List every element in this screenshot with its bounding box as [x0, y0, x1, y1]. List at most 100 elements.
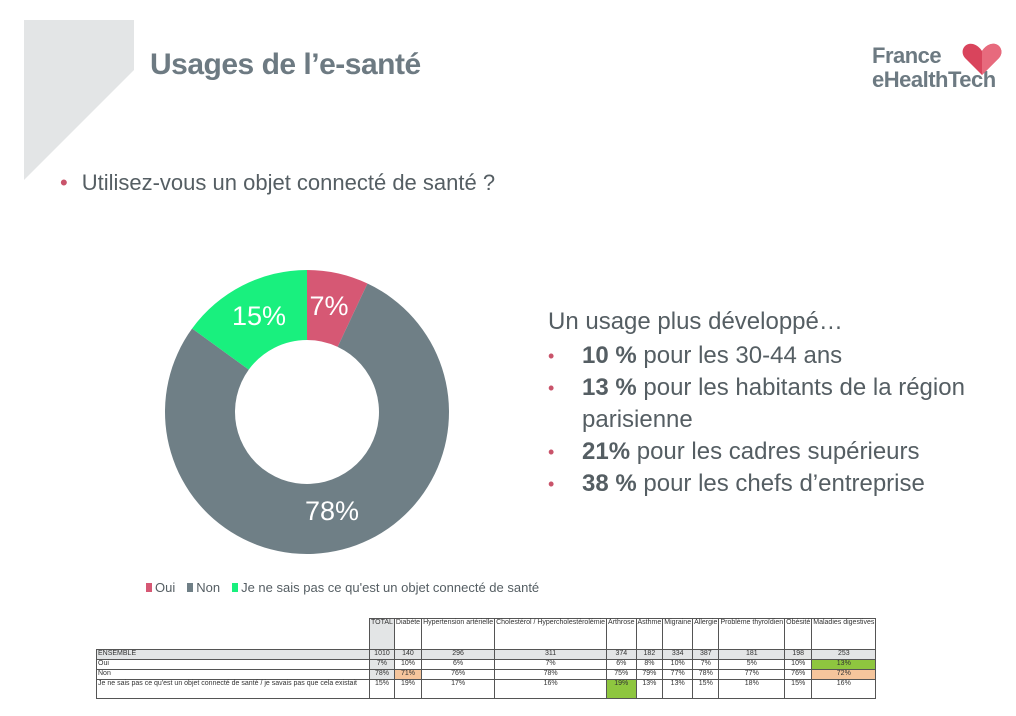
table-cell: 13% [811, 659, 877, 670]
donut-slice-non [164, 283, 449, 554]
table-header: Maladies digestives [811, 618, 877, 650]
table-cell: 77% [718, 669, 786, 680]
legend-swatch [187, 583, 194, 592]
insight-value: 21% [582, 438, 631, 465]
table-cell: 7% [369, 659, 395, 670]
legend-label: Oui [155, 580, 176, 595]
table-cell: 79% [635, 669, 664, 680]
heart-icon [962, 43, 1002, 75]
table-cell: 8% [635, 659, 664, 670]
table-cell: 76% [784, 669, 813, 680]
table-row: Non 78% 71% 76% 78% 75% 79% 77% 78% 77% … [96, 669, 877, 680]
donut-label: 78% [305, 496, 359, 526]
logo-line2: eHealthTech [872, 67, 996, 92]
table-header: Problème thyroïdien [718, 618, 786, 650]
table-cell: 19% [606, 679, 637, 699]
table-cell: 18% [718, 679, 786, 699]
bullet: • [60, 170, 68, 195]
legend-swatch [146, 583, 152, 592]
table-row: ENSEMBLE 1010 140 296 311 374 182 334 38… [96, 649, 877, 660]
chart-legend: Oui Non Je ne sais pas ce qu'est un obje… [146, 580, 539, 595]
breakdown-table: TOTAL Diabète Hypertension artérielle Ch… [96, 618, 877, 699]
legend-item-ne-sais-pas: Je ne sais pas ce qu'est un objet connec… [232, 580, 539, 595]
table-cell: 198 [784, 649, 813, 660]
row-label: Oui [96, 659, 370, 670]
insight-text: pour les cadres supérieurs [630, 438, 920, 465]
donut-slice-oui [307, 270, 368, 347]
table-cell: 75% [606, 669, 637, 680]
table-header: Cholestérol / Hypercholestérolémie [494, 618, 608, 650]
table-header: Asthme [635, 618, 664, 650]
table-cell: 10% [784, 659, 813, 670]
table-cell: 182 [635, 649, 664, 660]
insight-value: 10 % [582, 342, 637, 369]
table-header: Arthrose [606, 618, 637, 650]
insight-text: pour les chefs d’entreprise [636, 470, 925, 497]
table-cell: 181 [718, 649, 786, 660]
insight-list: • 10 % pour les 30-44 ans • 13 % pour les … [548, 340, 1008, 500]
legend-label: Je ne sais pas ce qu'est un objet connec… [241, 580, 540, 595]
table-cell: 78% [692, 669, 720, 680]
table-header: Diabète [393, 618, 423, 650]
table-cell: 296 [421, 649, 496, 660]
table-cell: 78% [494, 669, 608, 680]
table-cell: 374 [606, 649, 637, 660]
insight-item: • 21% pour les cadres supérieurs [548, 438, 920, 465]
table-header: Migraine [662, 618, 694, 650]
table-cell: 17% [421, 679, 496, 699]
table-cell: 387 [692, 649, 720, 660]
insight-item: • 38 % pour les chefs d’entreprise [548, 470, 925, 497]
table-cell: 15% [784, 679, 813, 699]
insight-text: pour les habitants de la région parisien… [582, 374, 965, 433]
table-cell: 16% [811, 679, 877, 699]
table-cell: 7% [494, 659, 608, 670]
donut-label: 15% [232, 301, 286, 331]
table-cell: 72% [811, 669, 877, 680]
table-cell: 311 [494, 649, 608, 660]
insight-panel: Un usage plus développé… • 10 % pour les … [548, 308, 1008, 500]
logo-line1: France [872, 43, 942, 68]
table-cell: 1010 [369, 649, 395, 660]
table-cell: 10% [393, 659, 423, 670]
table-cell: 13% [662, 679, 694, 699]
table-cell: 15% [692, 679, 720, 699]
table-cell: 78% [369, 669, 395, 680]
insight-item: • 10 % pour les 30-44 ans [548, 342, 843, 369]
brand-logo: France eHealthTech [872, 40, 1007, 100]
table-cell: 140 [393, 649, 423, 660]
table-header: Hypertension artérielle [421, 618, 496, 650]
table-cell: 5% [718, 659, 786, 670]
row-label: ENSEMBLE [96, 649, 370, 660]
table-cell: 77% [662, 669, 694, 680]
table-cell: 253 [811, 649, 877, 660]
donut-label: 7% [309, 291, 348, 321]
legend-swatch [232, 583, 239, 592]
legend-item-non: Non [187, 580, 220, 595]
donut-slice-ne-sais-pas [192, 270, 307, 370]
table-cell: 13% [635, 679, 664, 699]
row-label: Non [96, 669, 370, 680]
row-label: Je ne sais pas ce qu'est un objet connec… [96, 679, 370, 699]
table-cell: 334 [662, 649, 694, 660]
legend-label: Non [196, 580, 221, 595]
table-cell: 71% [393, 669, 423, 680]
table-cell: 6% [421, 659, 496, 670]
table-header: Obésité [784, 618, 813, 650]
insight-intro: Un usage plus développé… [548, 308, 843, 335]
question-text: Utilisez-vous un objet connecté de santé… [81, 170, 496, 195]
table-header: Allergie [692, 618, 720, 650]
table-header: TOTAL [369, 618, 395, 650]
insight-value: 13 % [582, 374, 637, 401]
table-cell: 19% [393, 679, 423, 699]
table-cell: 76% [421, 669, 496, 680]
table-cell: 16% [494, 679, 608, 699]
logo-text: France eHealthTech [872, 44, 996, 92]
insight-item: • 13 % pour les habitants de la région pa… [548, 374, 965, 433]
donut-chart: 7% 78% 15% [164, 270, 449, 554]
table-row: Je ne sais pas ce qu'est un objet connec… [96, 679, 877, 699]
legend-item-oui: Oui [146, 580, 175, 595]
table-cell: 10% [662, 659, 694, 670]
table-row: Oui 7% 10% 6% 7% 6% 8% 10% 7% 5% 10% 13% [96, 659, 877, 670]
table-header-row: TOTAL Diabète Hypertension artérielle Ch… [97, 618, 877, 650]
decorative-corner [24, 20, 134, 180]
